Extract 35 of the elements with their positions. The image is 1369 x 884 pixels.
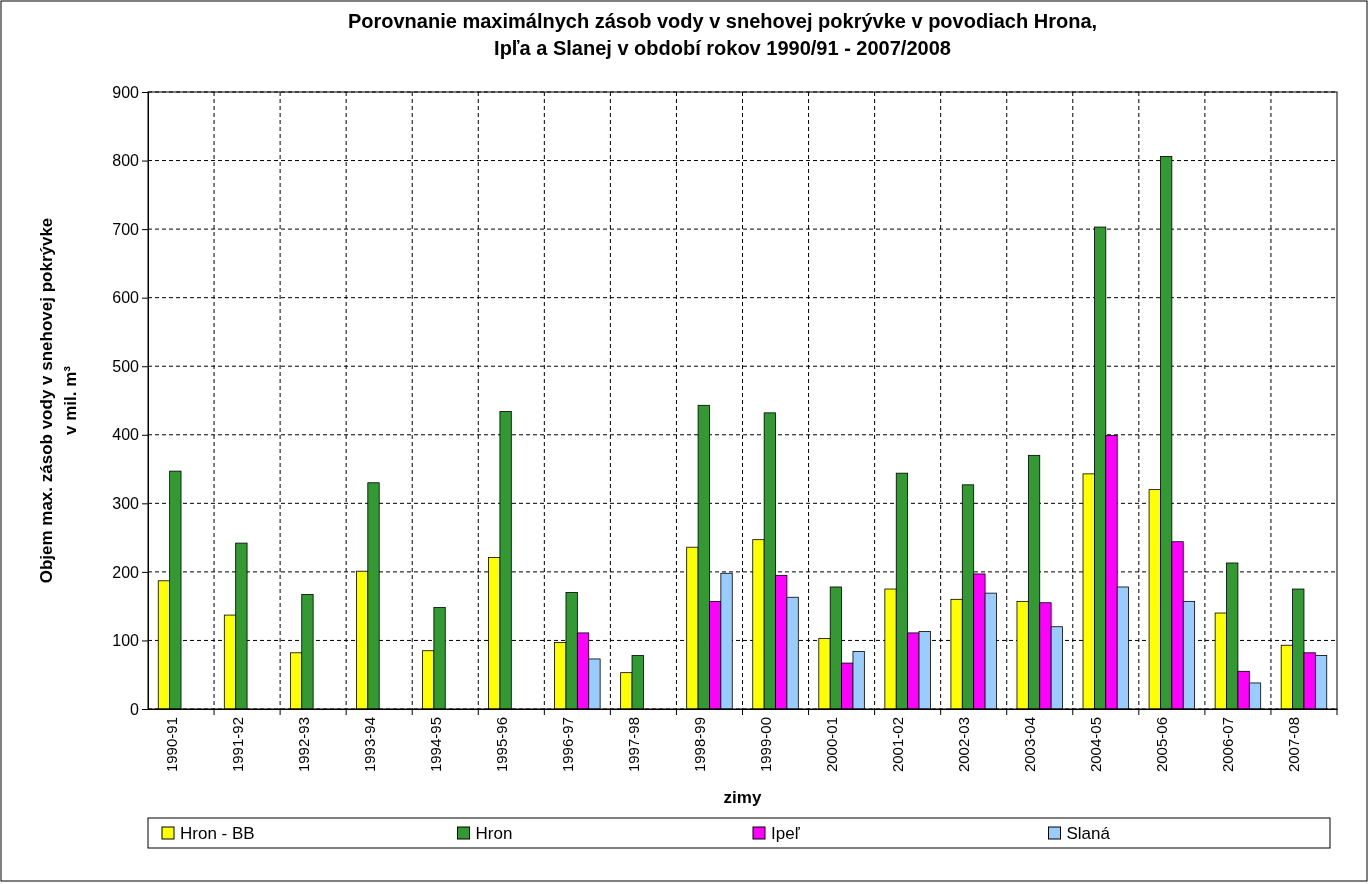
x-tick-label: 1994-95 <box>426 717 444 773</box>
legend-label: Hron <box>475 824 513 843</box>
x-tick-label: 1992-93 <box>294 717 312 773</box>
x-tick-label: 2004-05 <box>1087 717 1105 773</box>
x-tick-label: 1998-99 <box>690 717 708 773</box>
x-tick-label: 1991-92 <box>228 717 246 773</box>
y-tick-label: 600 <box>112 289 140 307</box>
x-tick-label: 1995-96 <box>492 717 510 773</box>
x-tick-label: 1997-98 <box>624 717 642 773</box>
y-tick-label: 500 <box>112 357 140 375</box>
chart-title: Porovnanie maximálnych zásob vody v snehovej pokrývke v povodiach Hrona, Ipľa a Slanej v období rokov 1990/91 - 2007/2008 <box>347 10 1098 59</box>
x-tick-label: 2005-06 <box>1153 717 1171 773</box>
x-tick-label: 1993-94 <box>360 717 378 773</box>
legend-label: Slaná <box>1066 824 1111 843</box>
y-tick-label: 0 <box>130 700 140 718</box>
y-tick-label: 800 <box>112 152 140 170</box>
y-tick-label: 200 <box>112 563 140 581</box>
x-tick-label: 2001-02 <box>889 717 907 773</box>
y-tick-label: 100 <box>112 632 140 650</box>
legend-label: Ipeľ <box>771 824 801 843</box>
y-tick-label: 900 <box>112 83 140 101</box>
y-tick-label: 400 <box>112 426 140 444</box>
y-tick-label: 300 <box>112 494 140 512</box>
x-tick-label: 2000-01 <box>823 717 841 773</box>
x-tick-label: 1996-97 <box>558 717 576 773</box>
x-tick-label: 2007-08 <box>1285 717 1303 773</box>
y-tick-label: 700 <box>112 220 140 238</box>
x-axis-title: zimy <box>723 788 762 807</box>
y-axis-title: Objem max. zásob vody v snehovej pokrývke v mil. m³ <box>37 217 80 584</box>
legend-label: Hron - BB <box>180 824 255 843</box>
x-tick-label: 1999-00 <box>757 717 775 773</box>
x-tick-label: 2003-04 <box>1021 717 1039 773</box>
x-tick-label: 1990-91 <box>162 717 180 773</box>
x-tick-label: 2006-07 <box>1219 717 1237 773</box>
x-tick-label: 2002-03 <box>955 717 973 773</box>
